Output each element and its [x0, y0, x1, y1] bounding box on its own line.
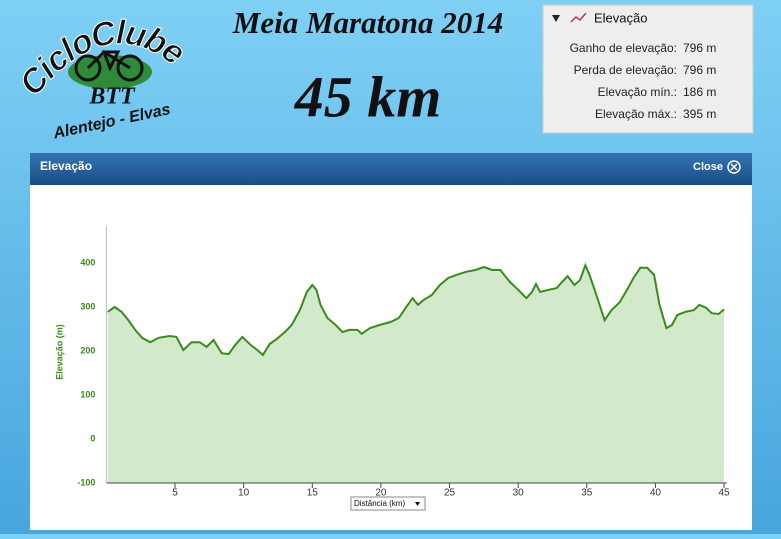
- event-title: Meia Maratona 2014: [232, 5, 503, 40]
- x-tick-label: 35: [581, 488, 593, 499]
- x-tick-label: 45: [718, 488, 730, 499]
- close-icon[interactable]: [727, 160, 741, 174]
- x-tick-label: 10: [238, 488, 250, 499]
- info-icon: [570, 12, 587, 23]
- panel-header: [30, 153, 752, 185]
- info-box: Elevação Ganho de elevação: 796 m Perda de…: [542, 4, 754, 134]
- x-tick-label: 15: [307, 488, 319, 499]
- close-icon-x: [730, 163, 738, 171]
- close-button[interactable]: Close: [693, 161, 723, 173]
- info-value: 796 m: [683, 41, 716, 55]
- x-tick-label: 30: [513, 488, 525, 499]
- info-rows: Ganho de elevação: 796 m Perda de elevação…: [570, 41, 717, 121]
- info-toggle[interactable]: [552, 15, 560, 22]
- info-title: Elevação: [594, 10, 647, 25]
- select-arrow: [415, 502, 420, 506]
- info-value: 395 m: [683, 107, 716, 121]
- x-tick-label: 5: [172, 488, 178, 499]
- x-tick-label: 40: [650, 488, 662, 499]
- info-label: Perda de elevação:: [574, 63, 677, 77]
- info-value: 186 m: [683, 85, 716, 99]
- x-axis-select[interactable]: [350, 496, 426, 511]
- x-tick-label: 25: [444, 488, 456, 499]
- line: [107, 262, 725, 357]
- info-value: 796 m: [683, 63, 716, 77]
- y-tick-label: 0: [90, 433, 95, 443]
- y-tick-label: 200: [80, 345, 95, 355]
- logo-wheel: [116, 54, 144, 82]
- plot: -100 0 100 200 300 400 5 10 15 20 25 30 35 40 45: [77, 226, 730, 499]
- logo-badge: BTT: [88, 84, 136, 110]
- y-tick-label: -100: [77, 477, 95, 487]
- x-axis-label: Distância (km): [354, 499, 405, 508]
- info-bg: [542, 4, 754, 134]
- y-tick-label: 100: [80, 389, 95, 399]
- logo: CicloClube BTT Alentejo - Elvas: [12, 13, 193, 143]
- x-tick-label: 20: [375, 488, 387, 499]
- y-tick-label: 300: [80, 301, 95, 311]
- info-label: Elevação máx.:: [595, 107, 677, 121]
- info-label: Elevação mín.:: [598, 85, 677, 99]
- y-tick-label: 400: [80, 257, 95, 267]
- chart-panel: Elevação Close -100 0 100 200 300 400 5 10 15 20 2…: [30, 153, 752, 530]
- logo-frame: [86, 50, 131, 72]
- info-label: Ganho de elevação:: [570, 41, 677, 55]
- area: [107, 265, 725, 483]
- logo-wheel: [74, 54, 102, 82]
- panel-title: Elevação: [40, 159, 92, 173]
- event-distance: 45 km: [294, 64, 442, 129]
- y-axis-label: Elevação (m): [54, 324, 64, 380]
